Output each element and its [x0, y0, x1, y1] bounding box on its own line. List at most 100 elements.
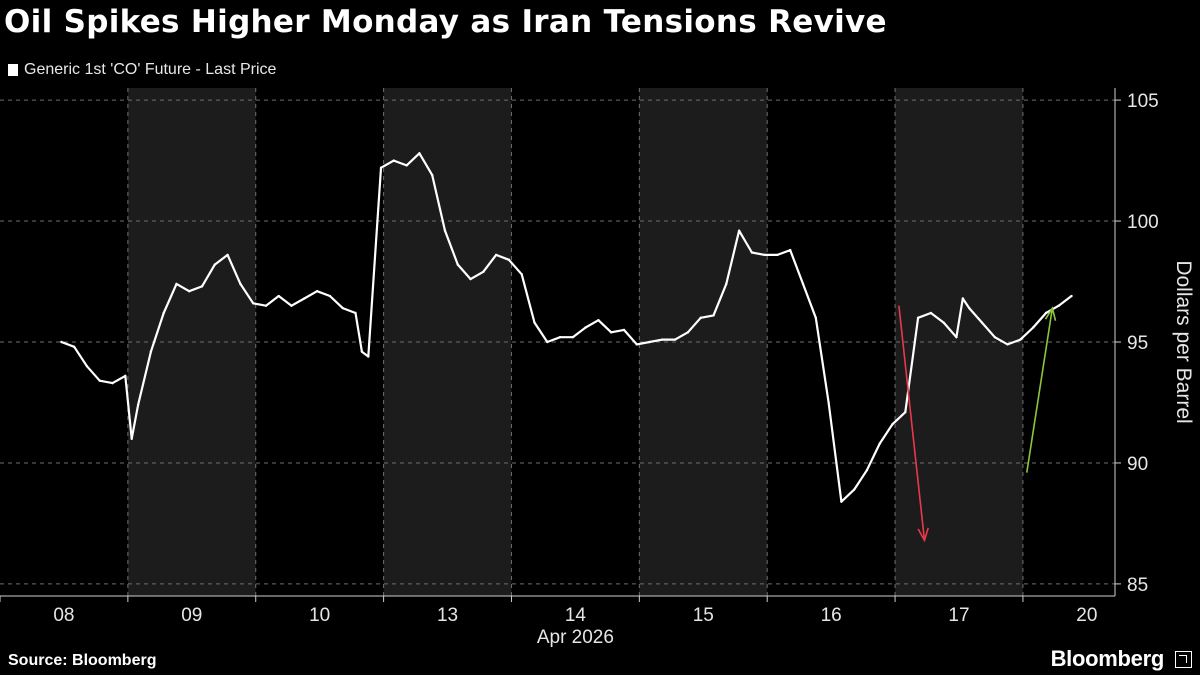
gridlines — [0, 88, 1115, 596]
y-tick-label: 95 — [1127, 333, 1148, 354]
data-point — [673, 338, 677, 341]
x-tick-label-10: 10 — [309, 605, 330, 626]
data-point — [597, 319, 600, 322]
data-point — [878, 442, 881, 445]
data-point — [290, 304, 293, 307]
data-point — [622, 328, 626, 332]
data-point — [776, 253, 779, 257]
data-point — [469, 277, 472, 281]
data-point — [929, 311, 933, 315]
data-point — [533, 321, 536, 324]
data-point — [188, 290, 191, 293]
data-point — [277, 294, 280, 298]
data-point — [763, 253, 766, 257]
data-point — [111, 381, 114, 385]
data-point — [200, 285, 204, 288]
data-point — [213, 263, 217, 266]
data-point — [942, 321, 945, 324]
data-point — [341, 306, 344, 310]
arrow-down-head — [917, 527, 929, 543]
y-tick-label: 105 — [1127, 91, 1159, 112]
data-point — [961, 297, 965, 300]
x-tick-label-09: 09 — [181, 605, 202, 626]
y-tick-label: 100 — [1127, 212, 1159, 233]
y-tick-label: 85 — [1127, 575, 1148, 596]
data-point — [303, 297, 306, 300]
data-point — [980, 321, 984, 324]
data-point — [130, 437, 133, 440]
data-point — [360, 350, 364, 353]
x-tick-label-16: 16 — [821, 605, 842, 626]
x-tick-label-08: 08 — [53, 605, 74, 626]
data-point — [1044, 311, 1048, 315]
data-point — [1031, 326, 1035, 329]
data-point — [840, 500, 843, 503]
y-axis-label: Dollars per Barrel — [1172, 260, 1195, 423]
data-point — [175, 282, 178, 286]
data-point — [443, 229, 447, 232]
data-point — [699, 316, 702, 320]
data-point — [737, 229, 741, 232]
data-point — [789, 248, 792, 252]
data-point — [456, 263, 459, 266]
data-point — [494, 253, 498, 257]
data-point — [571, 335, 575, 339]
data-point — [226, 253, 229, 257]
data-point — [354, 311, 357, 315]
data-point — [520, 273, 523, 276]
data-point — [635, 343, 638, 346]
data-point — [507, 258, 511, 261]
data-point — [482, 270, 485, 274]
x-axis-label: Apr 2026 — [537, 627, 614, 648]
data-point — [827, 401, 830, 404]
legend-swatch — [8, 64, 18, 76]
data-point — [418, 152, 421, 155]
data-point — [993, 335, 997, 339]
data-point — [546, 340, 549, 344]
data-point — [136, 403, 140, 407]
data-point — [904, 410, 907, 414]
data-point — [251, 302, 255, 305]
data-point — [725, 282, 728, 286]
data-point — [852, 488, 856, 491]
data-point — [1057, 304, 1060, 307]
data-point — [239, 282, 242, 286]
legend-label: Generic 1st 'CO' Future - Last Price — [24, 61, 277, 78]
legend: Generic 1st 'CO' Future - Last Price — [8, 61, 276, 79]
bloomberg-brand: Bloomberg — [1050, 646, 1165, 671]
data-point — [72, 345, 76, 349]
data-point — [1019, 338, 1022, 341]
data-point — [98, 379, 101, 382]
x-tick-label-20: 20 — [1076, 605, 1097, 626]
x-tick-label-13: 13 — [437, 605, 458, 626]
data-point — [85, 364, 89, 368]
bloomberg-logo-icon — [1175, 651, 1192, 668]
data-point — [367, 355, 370, 358]
data-point — [968, 306, 971, 310]
data-point — [162, 311, 165, 315]
data-point — [264, 304, 268, 307]
source-note: Source: Bloomberg — [8, 652, 157, 669]
data-point — [430, 173, 434, 177]
data-point — [60, 340, 63, 344]
data-point — [686, 331, 690, 334]
x-tick-label-14: 14 — [565, 605, 587, 626]
data-point — [891, 423, 894, 426]
data-point — [814, 316, 817, 320]
data-point — [1070, 294, 1073, 298]
data-point — [955, 335, 958, 339]
data-point — [750, 251, 754, 254]
data-point — [124, 374, 127, 378]
x-tick-label-15: 15 — [693, 605, 714, 626]
data-point — [584, 326, 587, 329]
axes: 85 90 95 100 105 Dollars per Barrel 08 09 10 13 14… — [0, 88, 1195, 648]
chart-title: Oil Spikes Higher Monday as Iran Tension… — [4, 4, 887, 40]
data-point — [1006, 343, 1009, 346]
data-point — [149, 350, 153, 353]
data-point — [558, 335, 562, 339]
data-point — [405, 164, 408, 167]
data-point — [315, 290, 319, 293]
data-point — [648, 340, 651, 344]
data-point — [379, 166, 383, 170]
